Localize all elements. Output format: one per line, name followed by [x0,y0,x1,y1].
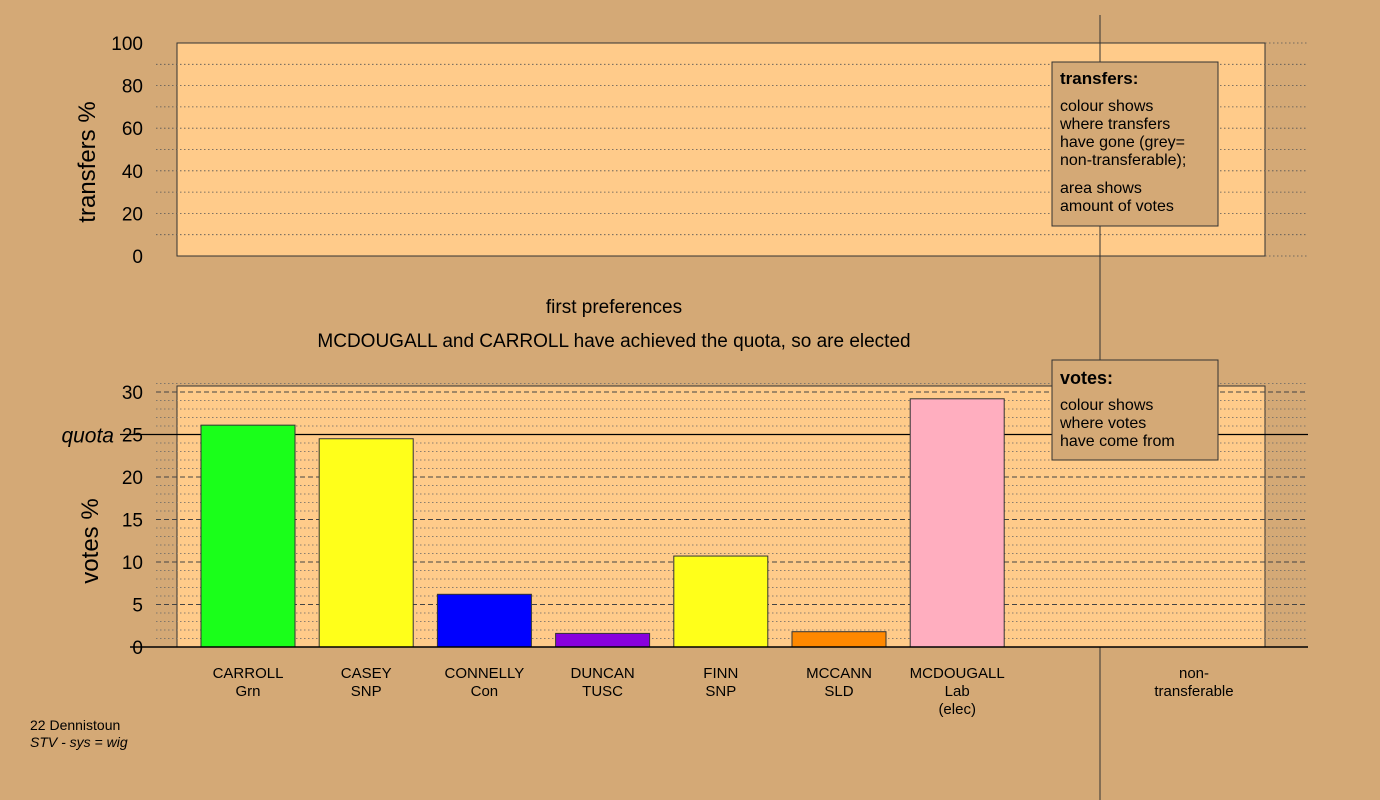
candidate-name-label: DUNCAN [571,665,635,682]
transfers-legend-title: transfers: [1060,69,1138,88]
votes-tick-label: 25 [122,426,143,447]
footer-system: STV - sys = wig [30,734,128,750]
transfers-legend-line: where transfers [1059,116,1170,133]
candidate-name-label: CASEY [341,665,392,682]
transfers-y-ticks: 0 20 40 60 80 100 [111,34,143,268]
candidate-party-label: TUSC [582,683,623,700]
candidate-party-label: Lab [945,683,970,700]
candidate-name-label: FINN [703,665,738,682]
candidate-party-label: SLD [824,683,853,700]
candidate-name-label: MCCANN [806,665,872,682]
votes-bars [200,398,1005,648]
bar-finn [673,555,769,648]
candidate-party-label: SNP [705,683,736,700]
transfers-tick-label: 60 [122,119,143,140]
transfers-legend-box [1051,61,1219,227]
transfers-legend: transfers: colour shows where transfers … [1051,61,1219,227]
bar-carroll [200,424,296,648]
candidate-party-label: Grn [235,683,260,700]
bar-mccann [791,631,887,648]
candidate-name-label: MCDOUGALL [910,665,1005,682]
quota-label: quota [61,425,114,448]
transfers-y-axis-label: transfers % [74,101,101,222]
votes-legend-line: where votes [1059,415,1146,432]
votes-legend: votes: colour shows where votes have com… [1051,359,1219,461]
transfers-legend-line: have gone (grey= [1060,134,1185,151]
votes-tick-label: 5 [132,596,143,617]
votes-tick-label: 15 [122,511,143,532]
transfers-legend-line: area shows [1060,180,1142,197]
transfers-tick-label: 40 [122,162,143,183]
votes-tick-label: 0 [132,638,143,659]
status-message: MCDOUGALL and CARROLL have achieved the … [317,331,910,352]
nontransferable-label-line2: transferable [1154,683,1233,700]
votes-legend-line: have come from [1060,433,1175,450]
transfers-legend-line: non-transferable); [1060,152,1186,169]
bar-connelly [436,593,532,648]
nontransferable-label-line1: non- [1179,665,1209,682]
votes-tick-label: 10 [122,553,143,574]
votes-y-ticks: 0 5 10 15 20 25 30 [122,383,143,659]
transfers-tick-label: 0 [132,247,143,268]
bar-duncan [555,632,651,648]
bar-mcdougall [909,398,1005,648]
votes-legend-line: colour shows [1060,397,1153,414]
transfers-tick-label: 80 [122,77,143,98]
votes-tick-label: 30 [122,383,143,404]
candidate-party-label: Con [471,683,499,700]
transfers-legend-line: amount of votes [1060,198,1174,215]
votes-legend-title: votes: [1060,368,1113,388]
transfers-legend-line: colour shows [1060,98,1153,115]
votes-x-labels: CARROLLGrnCASEYSNPCONNELLYConDUNCANTUSCF… [213,665,1005,718]
bar-casey [318,438,414,648]
stage-title: first preferences [546,297,682,318]
votes-y-axis-label: votes % [77,498,104,583]
votes-legend-box [1051,359,1219,461]
transfers-tick-label: 100 [111,34,143,55]
candidate-name-label: CARROLL [213,665,284,682]
candidate-status-label: (elec) [938,701,976,718]
candidate-party-label: SNP [351,683,382,700]
candidate-name-label: CONNELLY [445,665,525,682]
transfers-tick-label: 20 [122,204,143,225]
votes-tick-label: 20 [122,468,143,489]
footer-ward: 22 Dennistoun [30,717,120,733]
